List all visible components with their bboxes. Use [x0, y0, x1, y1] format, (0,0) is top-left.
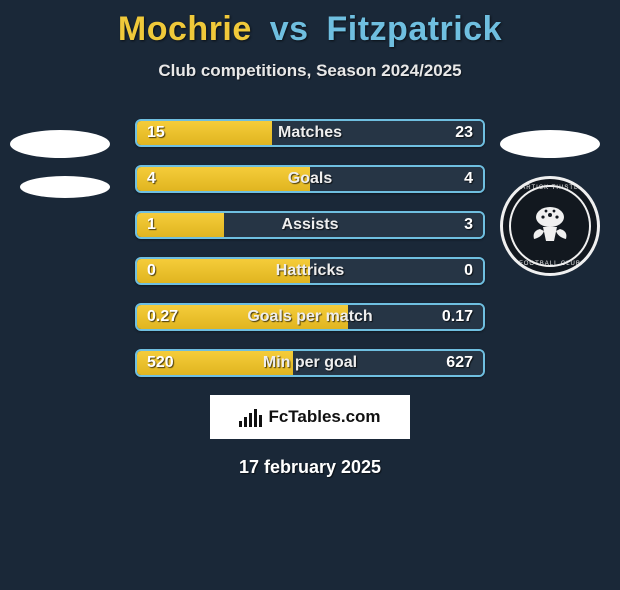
stat-value-left: 520: [147, 354, 174, 372]
crest-top-text: PARTICK THISTLE: [503, 185, 597, 191]
vs-label: vs: [270, 10, 309, 48]
stat-fill-left: [137, 167, 310, 191]
brand-bars-icon: [239, 407, 262, 427]
footer-date: 17 february 2025: [0, 457, 620, 478]
placeholder-oval-icon: [10, 130, 110, 158]
stat-label: Min per goal: [263, 354, 357, 372]
stat-row: 520 627 Min per goal: [135, 349, 485, 377]
stat-value-left: 0: [147, 262, 156, 280]
stat-value-right: 0: [464, 262, 473, 280]
thistle-icon: [526, 201, 574, 249]
stat-row: 1 3 Assists: [135, 211, 485, 239]
stat-row: 15 23 Matches: [135, 119, 485, 147]
stat-fill-right: [224, 213, 484, 237]
left-club-badge: [10, 130, 120, 240]
player2-name: Fitzpatrick: [327, 10, 503, 48]
placeholder-oval-icon: [500, 130, 600, 158]
stat-value-right: 4: [464, 170, 473, 188]
placeholder-oval-icon: [20, 176, 110, 198]
comparison-title: Mochrie vs Fitzpatrick: [0, 10, 620, 49]
brand-bar-icon: [249, 413, 252, 427]
stat-label: Assists: [282, 216, 339, 234]
stat-value-right: 0.17: [442, 308, 473, 326]
crest-bottom-text: FOOTBALL CLUB: [503, 261, 597, 267]
stat-label: Matches: [278, 124, 342, 142]
stat-fill-right: [310, 167, 483, 191]
stat-row: 0.27 0.17 Goals per match: [135, 303, 485, 331]
brand-bar-icon: [259, 415, 262, 427]
stat-value-left: 4: [147, 170, 156, 188]
stat-value-left: 1: [147, 216, 156, 234]
stat-label: Goals: [288, 170, 332, 188]
stat-value-right: 23: [455, 124, 473, 142]
player1-name: Mochrie: [118, 10, 252, 48]
brand-label: FcTables.com: [268, 407, 380, 427]
club-crest-icon: PARTICK THISTLE FOOTBALL CLUB: [500, 176, 600, 276]
stat-label: Goals per match: [247, 308, 372, 326]
stat-value-right: 3: [464, 216, 473, 234]
brand-bar-icon: [254, 409, 257, 427]
right-club-badge: PARTICK THISTLE FOOTBALL CLUB: [500, 130, 610, 240]
stat-value-right: 627: [446, 354, 473, 372]
brand-bar-icon: [244, 417, 247, 427]
stat-value-left: 0.27: [147, 308, 178, 326]
stat-row: 0 0 Hattricks: [135, 257, 485, 285]
subtitle: Club competitions, Season 2024/2025: [0, 61, 620, 81]
stat-label: Hattricks: [276, 262, 344, 280]
stat-value-left: 15: [147, 124, 165, 142]
brand-bar-icon: [239, 421, 242, 427]
stat-row: 4 4 Goals: [135, 165, 485, 193]
brand-badge: FcTables.com: [210, 395, 410, 439]
stats-bars: 15 23 Matches 4 4 Goals 1 3 Assists 0 0 Hattricks 0.…: [135, 119, 485, 377]
